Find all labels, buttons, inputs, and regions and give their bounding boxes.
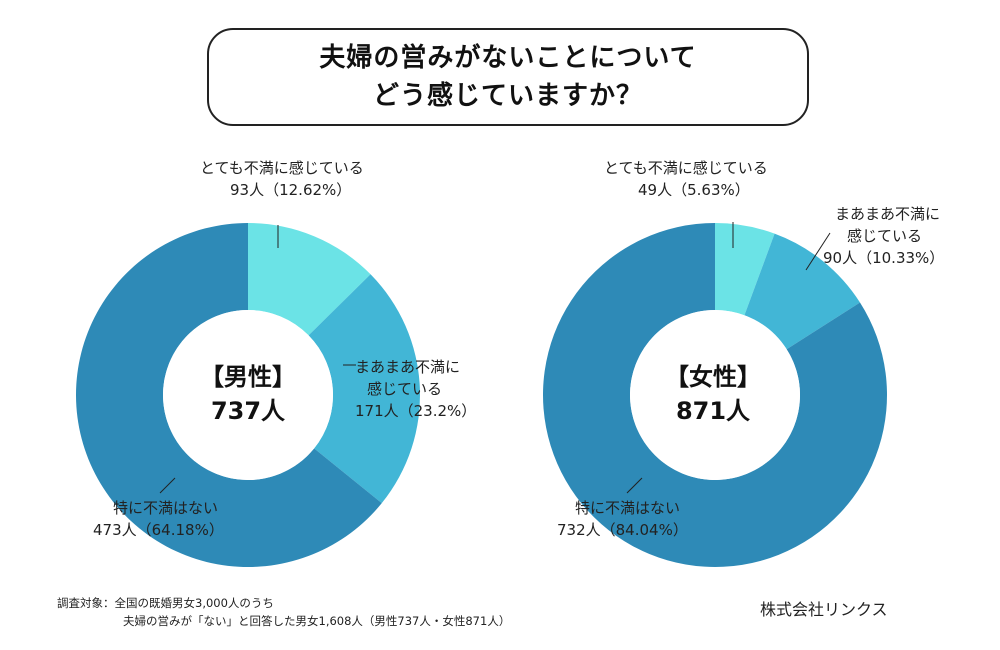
footnote-label: 調査対象： xyxy=(57,596,115,610)
male-center-title: 【男性】 xyxy=(200,363,296,391)
female-label-very-line2: 49人（5.63%） xyxy=(638,181,750,199)
male-label-very-dissatisfied: とても不満に感じている 93人（12.62%） xyxy=(200,157,364,201)
company-name: 株式会社リンクス xyxy=(760,600,888,619)
female-center-label: 【女性】 871人 xyxy=(633,360,793,428)
female-center-title: 【女性】 xyxy=(665,363,761,391)
female-slice-somewhat-dissatisfied xyxy=(744,233,860,350)
footnote-line2: 夫婦の営みが「ない」と回答した男女1,608人（男性737人・女性871人） xyxy=(123,614,511,628)
male-label-not-line1: 特に不満はない xyxy=(113,499,219,517)
footnote-line1: 全国の既婚男女3,000人のうち xyxy=(114,596,274,610)
female-label-not-line2: 732人（84.04%） xyxy=(557,521,688,539)
female-label-very-dissatisfied: とても不満に感じている 49人（5.63%） xyxy=(604,157,768,201)
male-label-not-line2: 473人（64.18%） xyxy=(93,521,224,539)
male-slice-somewhat-dissatisfied xyxy=(308,274,420,504)
female-donut-hole xyxy=(630,310,800,480)
footnote: 調査対象：全国の既婚男女3,000人のうち xyxy=(57,594,274,613)
female-label-not-dissatisfied: 特に不満はない 732人（84.04%） xyxy=(557,497,688,541)
female-label-somewhat-line1: まあまあ不満に xyxy=(835,205,941,223)
male-center-count: 737人 xyxy=(210,397,286,425)
male-label-not-dissatisfied: 特に不満はない 473人（64.18%） xyxy=(93,497,224,541)
male-label-somewhat-dissatisfied: まあまあ不満に 感じている 171人（23.2%） xyxy=(355,356,476,422)
female-leader-line-2 xyxy=(626,477,643,494)
male-center-label: 【男性】 737人 xyxy=(168,360,328,428)
male-slice-very-dissatisfied xyxy=(248,223,371,336)
female-slice-very-dissatisfied xyxy=(715,223,775,316)
male-label-somewhat-line3: 171人（23.2%） xyxy=(355,402,477,420)
male-label-somewhat-line1: まあまあ不満に xyxy=(355,358,461,376)
female-label-somewhat-line3: 90人（10.33%） xyxy=(823,249,945,267)
male-label-somewhat-line2: 感じている xyxy=(367,380,443,398)
male-donut-hole xyxy=(163,310,333,480)
male-slice-not-dissatisfied xyxy=(75,223,382,567)
male-label-very-line2: 93人（12.62%） xyxy=(230,181,352,199)
male-leader-line-2 xyxy=(159,477,176,494)
female-label-very-line1: とても不満に感じている xyxy=(604,159,768,177)
female-leader-line-1 xyxy=(805,232,831,271)
male-label-very-line1: とても不満に感じている xyxy=(200,159,364,177)
female-label-not-line1: 特に不満はない xyxy=(575,499,681,517)
female-label-somewhat-line2: 感じている xyxy=(847,227,923,245)
female-label-somewhat-dissatisfied: まあまあ不満に 感じている 90人（10.33%） xyxy=(823,203,944,269)
female-slice-not-dissatisfied xyxy=(542,223,887,567)
title-box: 夫婦の営みがないことについて どう感じていますか？ xyxy=(207,28,809,126)
female-center-count: 871人 xyxy=(675,397,751,425)
title-line-1: 夫婦の営みがないことについて xyxy=(319,43,697,73)
title-line-2: どう感じていますか？ xyxy=(372,81,643,111)
